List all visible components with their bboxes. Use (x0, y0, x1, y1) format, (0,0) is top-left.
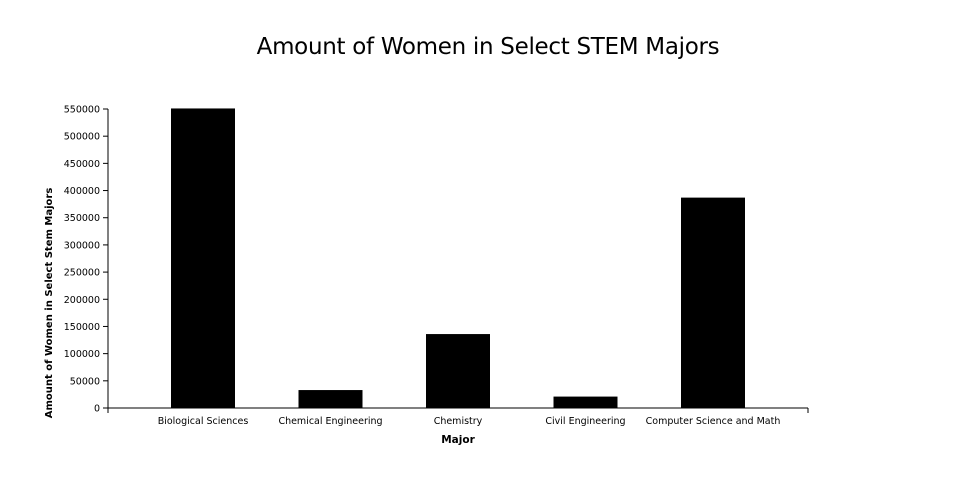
y-tick-label: 50000 (70, 376, 100, 387)
chart-title: Amount of Women in Select STEM Majors (256, 34, 720, 60)
bar (426, 334, 490, 408)
y-tick-label: 550000 (64, 105, 100, 116)
y-tick-label: 100000 (64, 349, 100, 360)
y-tick-label: 150000 (64, 322, 100, 333)
y-tick-label: 400000 (64, 186, 100, 197)
bar (171, 108, 235, 408)
bar (298, 390, 363, 408)
x-tick-label: Computer Science and Math (646, 416, 781, 427)
x-tick-label: Civil Engineering (545, 416, 625, 427)
y-tick-label: 250000 (64, 268, 100, 279)
y-axis-label: Amount of Women in Select Stem Majors (44, 188, 55, 419)
y-tick-label: 200000 (64, 295, 100, 306)
x-axis-label: Major (441, 434, 475, 446)
x-tick-label: Chemical Engineering (278, 416, 382, 427)
bar (681, 197, 745, 408)
y-tick-label: 0 (94, 404, 100, 415)
y-tick-label: 500000 (64, 132, 100, 143)
x-tick-label: Biological Sciences (158, 416, 249, 427)
y-tick-label: 450000 (64, 159, 100, 170)
y-tick-label: 350000 (64, 213, 100, 224)
x-axis: Biological Sciences Chemical Engineering C… (107, 407, 809, 427)
x-tick-label: Chemistry (434, 416, 483, 427)
y-axis: 0 50000 100000 150000 200000 250000 300000 3500… (64, 105, 109, 415)
bars-group (171, 108, 745, 408)
y-tick-label: 300000 (64, 240, 100, 251)
bar (553, 396, 618, 408)
